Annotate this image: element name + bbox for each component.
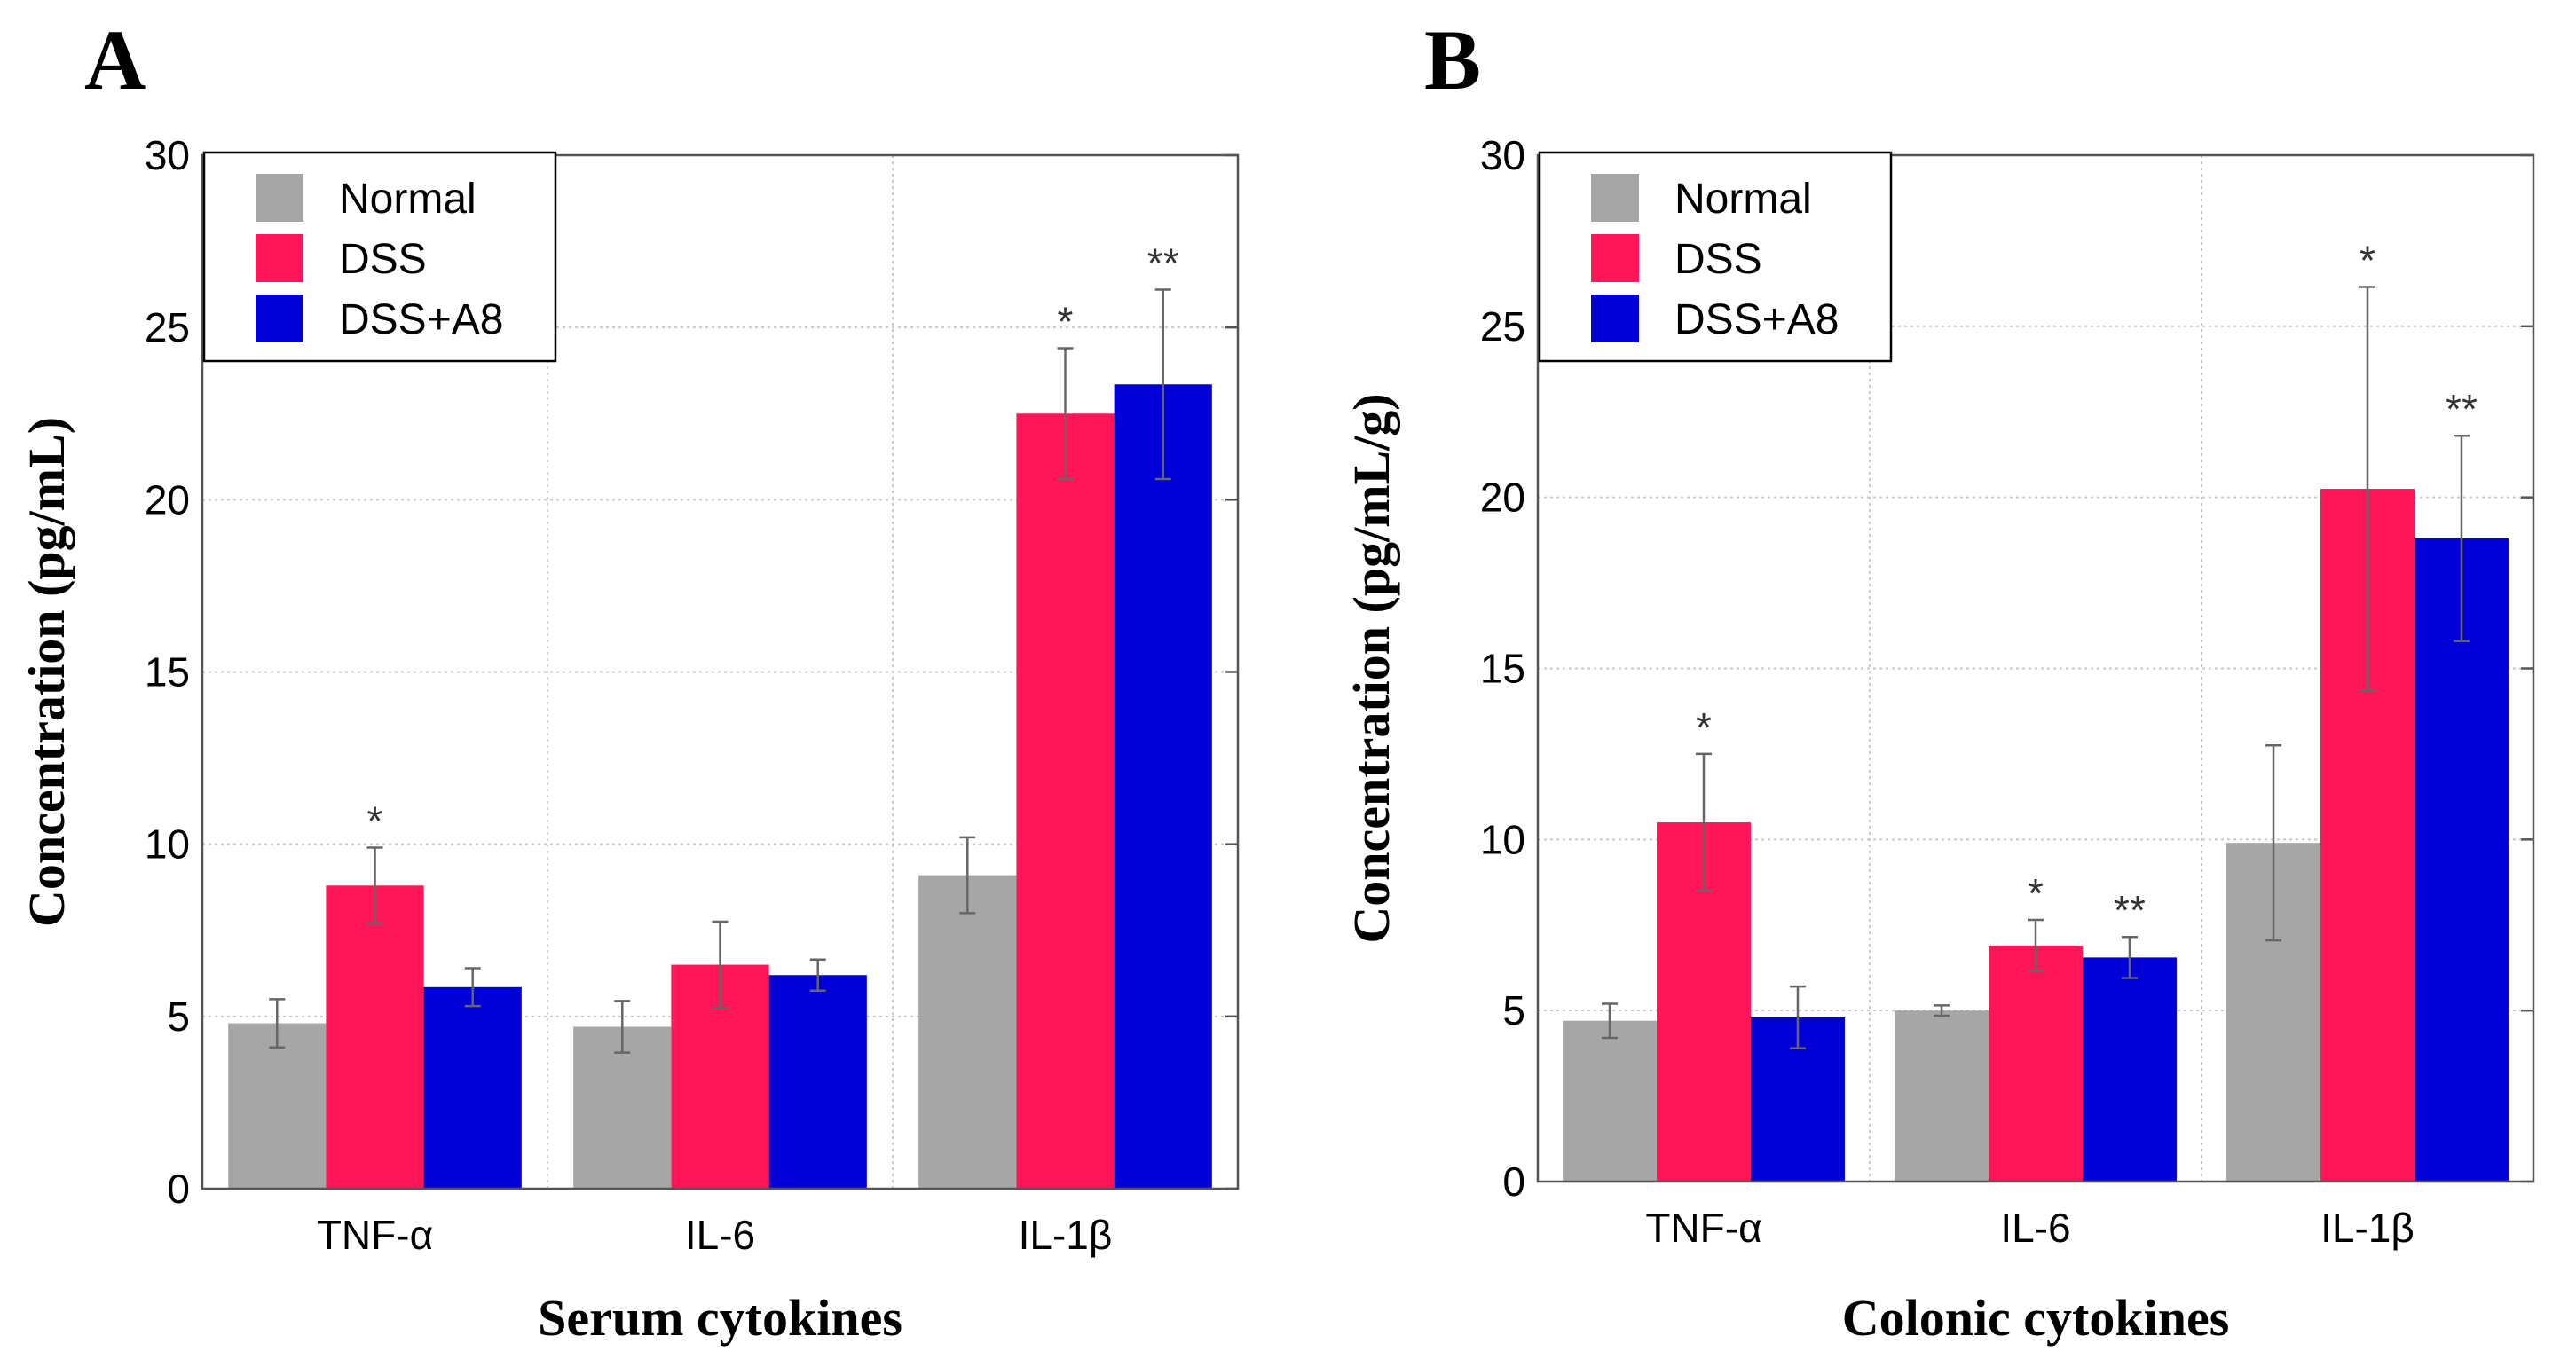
y-tick-label: 20: [1480, 475, 1525, 521]
bar-normal-1: [573, 1026, 672, 1189]
legend-swatch: [256, 234, 303, 282]
panel-letter: A: [84, 12, 146, 107]
y-tick-label: 0: [1502, 1159, 1525, 1205]
legend-swatch: [256, 174, 303, 222]
significance-mark: *: [1058, 298, 1074, 344]
bar-dss-a8-1: [768, 975, 867, 1189]
y-tick-label: 20: [145, 476, 190, 522]
x-category-label: IL-1β: [2320, 1205, 2415, 1251]
x-category-label: TNF-α: [1645, 1205, 1761, 1251]
bar-dss-a8-2: [2414, 538, 2509, 1182]
legend-label: Normal: [1674, 176, 1812, 223]
x-axis-title: Colonic cytokines: [1842, 1289, 2230, 1347]
y-tick-label: 5: [167, 994, 190, 1040]
significance-mark: **: [1147, 240, 1179, 286]
bar-dss-a8-2: [1114, 384, 1212, 1189]
x-category-label: IL-6: [685, 1212, 755, 1258]
x-category-label: TNF-α: [317, 1212, 433, 1258]
y-axis-title: Concentration (pg/mL): [18, 417, 75, 927]
y-tick-label: 25: [1480, 303, 1525, 350]
legend-label: DSS+A8: [1674, 296, 1839, 343]
y-tick-label: 10: [1480, 816, 1525, 862]
significance-mark: **: [2114, 887, 2146, 933]
legend-swatch: [256, 295, 303, 342]
x-category-label: IL-6: [2000, 1205, 2070, 1251]
significance-mark: **: [2446, 386, 2478, 432]
bar-normal-0: [1563, 1020, 1658, 1182]
plot-frame: [201, 153, 1240, 1190]
legend-swatch: [1591, 234, 1639, 282]
legend-label: DSS+A8: [339, 296, 503, 343]
legend-label: DSS: [339, 236, 427, 283]
bar-normal-1: [1895, 1010, 1989, 1182]
legend: Normal DSS DSS+A8: [202, 151, 557, 363]
bar-dss-a8-1: [2082, 957, 2177, 1182]
bar-dss-a8-0: [423, 986, 522, 1189]
y-tick-label: 10: [145, 821, 190, 868]
x-category-label: IL-1β: [1019, 1212, 1113, 1258]
y-tick-label: 5: [1502, 987, 1525, 1033]
legend: Normal DSS DSS+A8: [1538, 151, 1893, 363]
y-tick-label: 25: [145, 304, 190, 350]
legend-label: Normal: [339, 176, 477, 223]
y-axis-title: Concentration (pg/mL/g): [1343, 393, 1400, 943]
y-tick-label: 15: [145, 649, 190, 695]
significance-mark: *: [367, 798, 383, 845]
plot-frame: [1536, 153, 2535, 1183]
bar-dss-2: [1016, 413, 1115, 1189]
panel-letter: B: [1424, 12, 1481, 107]
legend-swatch: [1591, 174, 1639, 222]
significance-mark: *: [2028, 870, 2044, 916]
significance-mark: *: [2359, 237, 2375, 283]
legend-label: DSS: [1674, 236, 1762, 283]
y-tick-label: 15: [1480, 646, 1525, 692]
y-tick-label: 30: [1480, 132, 1525, 178]
y-tick-label: 30: [145, 132, 190, 178]
legend-swatch: [1591, 295, 1639, 342]
bar-dss-0: [326, 885, 424, 1189]
x-axis-title: Serum cytokines: [538, 1289, 902, 1347]
significance-mark: *: [1696, 704, 1712, 750]
bar-normal-2: [918, 875, 1017, 1189]
y-tick-label: 0: [167, 1166, 190, 1212]
bar-dss-1: [1989, 945, 2083, 1182]
bar-normal-0: [228, 1023, 327, 1189]
